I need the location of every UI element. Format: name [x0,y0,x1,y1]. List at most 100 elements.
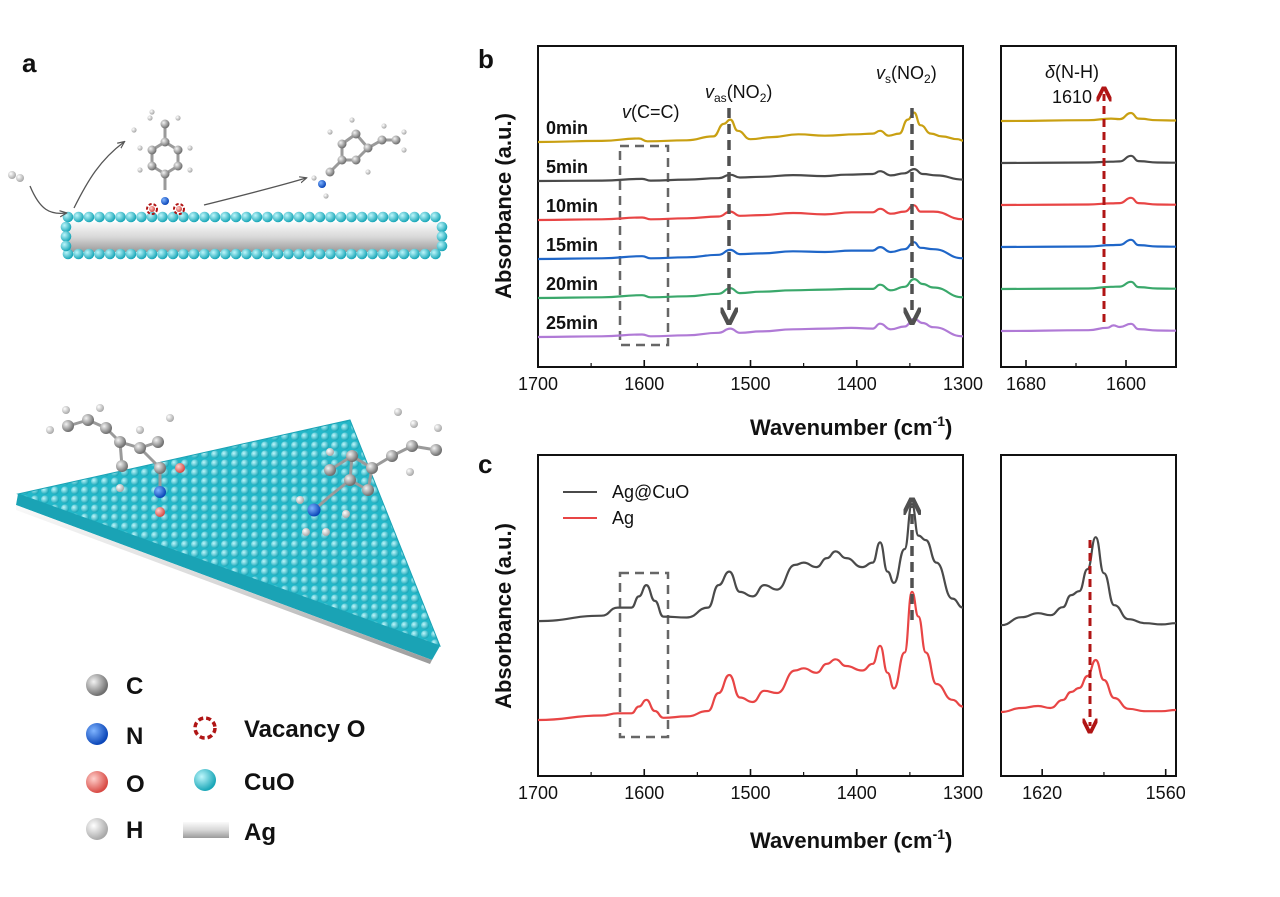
cuo-atom [220,211,231,223]
amine-molecule [311,117,407,199]
annotation-dnh: δ(N-H) [1045,62,1099,82]
annotation-vs: vs(NO2) [876,63,937,86]
cuo-atom [356,248,368,260]
cuo-atom [199,248,210,260]
annotation-vas: vas(NO2) [705,82,772,105]
cuo-atom [115,211,126,223]
c-main-series-ag [537,590,964,722]
carbon-atom [147,161,157,171]
cuo-atom [356,211,368,223]
carbon-atom [351,155,361,165]
b-main-tick-label-1400: 1400 [837,374,877,394]
nitrogen-atom [318,180,326,188]
cuo-atom [230,211,242,223]
c-inset-series-ag [1000,658,1177,714]
carbon-atom [173,161,183,171]
carbon-atom [173,145,183,155]
carbon-atom [324,464,336,476]
nanoplate-schematic [16,404,442,664]
b-inset-series-0min [1000,111,1177,123]
panel-b-inset-xticks: 1680 1600 [1006,360,1146,394]
panel-c-inset-frame [1000,454,1177,777]
cuo-atom [167,211,179,223]
cuo-atom [220,248,231,260]
hydrogen-atom [323,193,329,199]
c-main-tick-label-1700: 1700 [518,783,558,803]
cuo-atom [430,248,441,260]
cuo-atom [346,211,357,223]
vacancy-site [173,203,185,215]
hydrogen-atom [410,420,418,428]
series-label-5min: 5min [546,157,588,177]
cuo-atom [104,211,116,223]
ag-plate-layer [16,505,432,664]
cuo-atom [314,248,326,260]
carbon-atom [114,436,126,448]
cuo-atom [136,248,147,260]
vacancy-o-icon [193,716,217,740]
hydrogen-atom [116,484,124,492]
hydrogen-atom [327,129,333,135]
carbon-atom [391,135,401,145]
b-inset-series-5min [1000,154,1177,165]
cuo-atom [251,248,263,260]
cuo-atom [325,211,336,223]
cuo-atom [283,211,294,223]
legend-agcuo: Ag@CuO [612,482,689,502]
cuo-atom [367,211,378,223]
carbon-atom [134,442,146,454]
b-main-series-15min [537,241,964,261]
cuo-atom [388,211,399,223]
b-main-tick-label-1300: 1300 [943,374,983,394]
b-main-series-10min [537,204,964,222]
hydrogen-atom [311,175,317,181]
oxygen-atom [176,206,182,212]
nitrogen-atom [307,503,321,517]
cuo-atom [346,248,357,260]
c-inset-tick-label-1560: 1560 [1146,783,1186,803]
cuo-atom [60,221,72,233]
series-label-0min: 0min [546,118,588,138]
cuo-atom [430,211,441,223]
series-label-15min: 15min [546,235,598,255]
cuo-atom [83,211,95,223]
carbon-atom [147,145,157,155]
cuo-atom [304,248,315,260]
plate-edge-front [16,494,440,660]
b-main-series-25min [537,317,964,339]
cuo-atom [251,211,263,223]
cuo-atom [125,248,137,260]
carbon-atom [346,450,358,462]
panel-c: c Absorbance (a.u.) 1700 1600 1500 1400 1300… [478,449,1186,853]
b-inset-tick-label-1600: 1600 [1106,374,1146,394]
b-main-series-20min [537,277,964,300]
nitrogen-atom [154,486,166,498]
cuo-atom [157,211,168,223]
b-main-series-0min [537,111,964,144]
cuo-atom [73,248,84,260]
b-main-tick-label-1500: 1500 [730,374,770,394]
cuo-atom [62,248,74,260]
cuo-atom [125,211,137,223]
cuo-atom [60,240,72,252]
panel-c-main-series [537,502,964,722]
cuo-atom [241,211,252,223]
h2-adsorption-arrow [29,185,66,213]
hydrogen-atom [401,147,407,153]
carbon-atom [160,169,170,179]
carbon-atom [377,135,387,145]
cuo-atom [115,248,126,260]
hydrogen-atom [147,115,153,121]
carbon-atom [337,139,347,149]
carbon-atom [100,422,112,434]
cuo-atom [409,211,420,223]
b-main-series-5min [537,167,964,183]
cuo-atom [325,248,336,260]
legend-label-h: H [126,817,143,844]
carbon-atom [62,420,74,432]
cuo-atom [94,211,105,223]
nanowire-schematic [8,109,448,260]
carbon-atom-icon [86,674,108,696]
c-main-tick-label-1600: 1600 [624,783,664,803]
carbon-atom [406,440,418,452]
